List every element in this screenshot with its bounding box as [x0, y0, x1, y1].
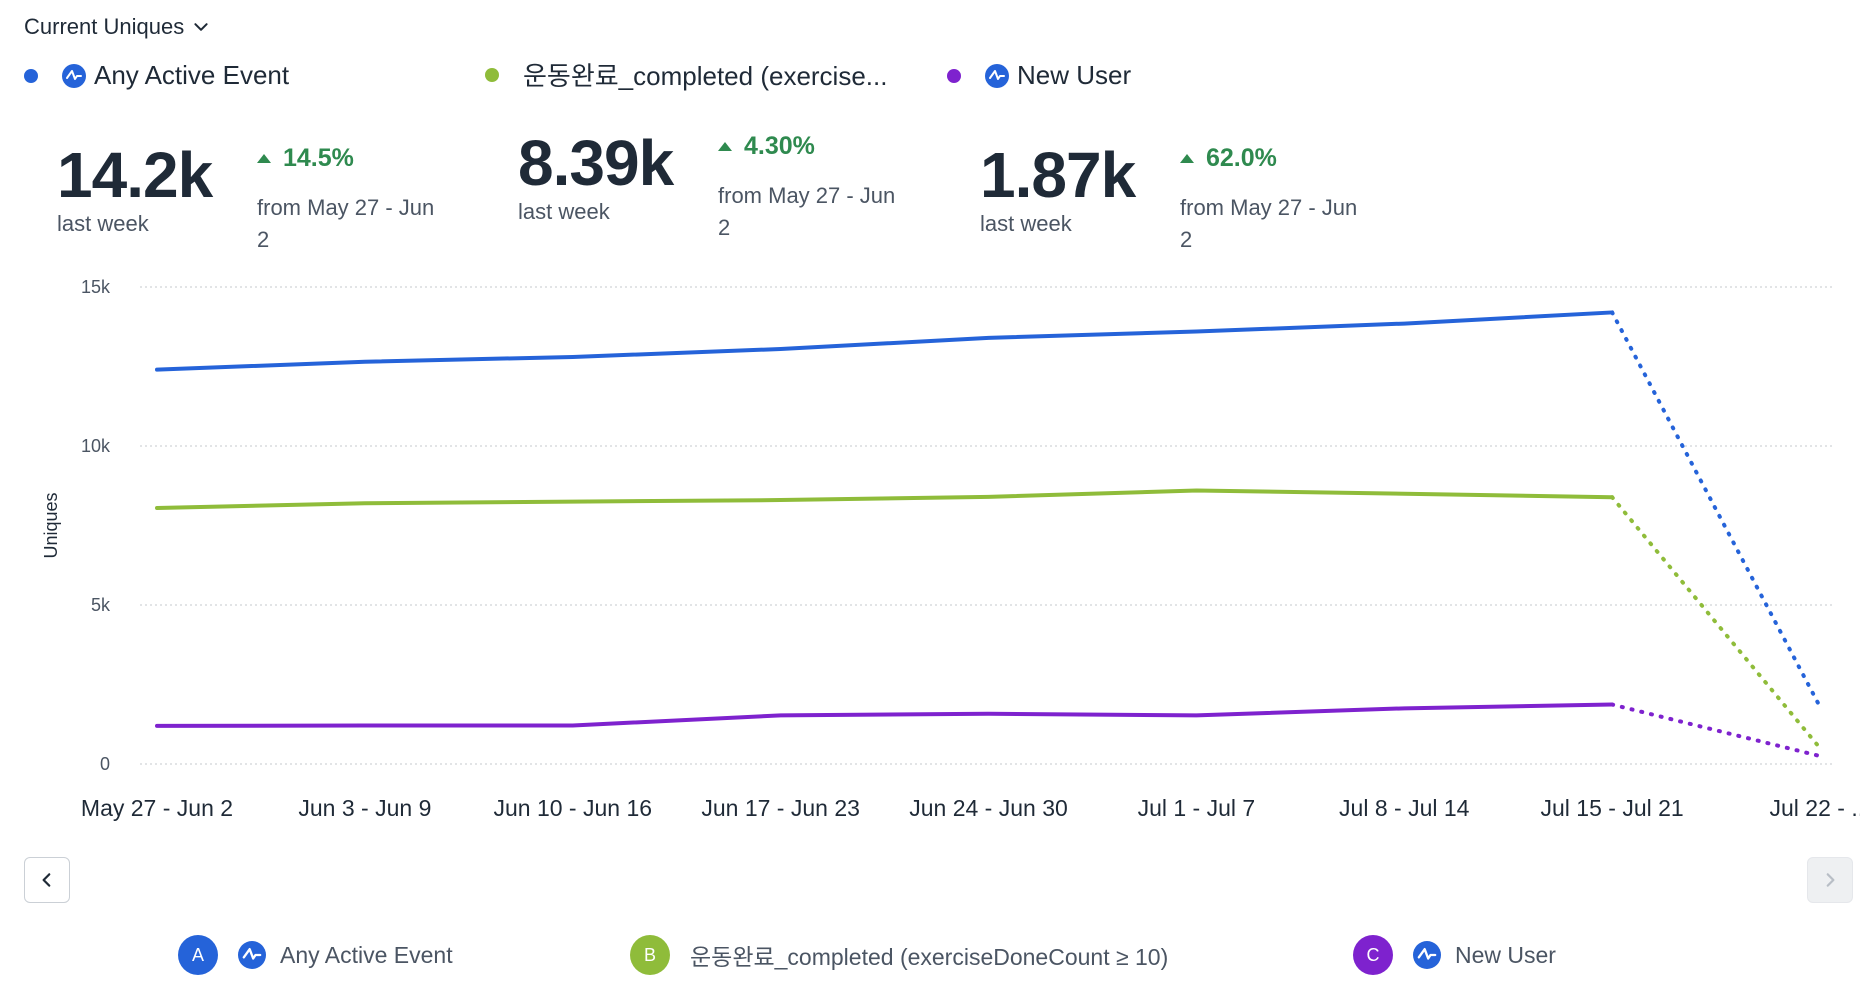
series-name: 운동완료_completed (exercise... — [523, 61, 888, 91]
chart-next-button[interactable] — [1807, 857, 1853, 903]
legend-item-a[interactable]: A Any Active Event — [178, 935, 453, 975]
legend-label: 운동완료_completed (exerciseDoneCount ≥ 10) — [690, 944, 1169, 970]
summary-compare-c: from May 27 - Jun 2 — [1180, 195, 1358, 252]
chevron-left-icon — [42, 873, 51, 887]
y-tick-label: 0 — [100, 754, 110, 774]
series-dot — [947, 68, 961, 83]
up-arrow-icon — [257, 154, 271, 163]
x-tick-label: Jul 8 - Jul 14 — [1339, 795, 1470, 821]
chart-prev-button[interactable] — [24, 857, 70, 903]
event-icon — [62, 63, 86, 88]
series-dot — [485, 67, 499, 82]
legend-item-b[interactable]: B 운동완료_completed (exerciseDoneCount ≥ 10… — [630, 935, 1168, 975]
up-arrow-icon — [718, 142, 732, 151]
x-tick-label: Jun 17 - Jun 23 — [701, 795, 860, 821]
x-tick-label: Jul 15 - Jul 21 — [1541, 795, 1684, 821]
summary-compare-b: from May 27 - Jun 2 — [718, 183, 896, 240]
legend-badge: A — [178, 935, 218, 975]
metric-selector[interactable]: Current Uniques — [24, 14, 210, 40]
y-tick-label: 5k — [91, 595, 111, 615]
x-tick-label: Jul 1 - Jul 7 — [1138, 795, 1256, 821]
series-line — [155, 310, 1615, 372]
summary-compare-a: from May 27 - Jun 2 — [257, 195, 435, 252]
y-tick-label: 15k — [81, 277, 111, 297]
x-tick-label: Jun 10 - Jun 16 — [493, 795, 652, 821]
summary-value-b: 8.39k — [518, 127, 674, 199]
chevron-right-icon — [1826, 873, 1835, 887]
metric-selector-label: Current Uniques — [24, 14, 185, 39]
summary-value-a: 14.2k — [57, 139, 213, 211]
legend-item-c[interactable]: C New User — [1353, 935, 1556, 975]
legend-badge: B — [630, 935, 670, 975]
summary-change-a: 14.5% — [257, 144, 354, 173]
series-line — [155, 488, 1615, 511]
chevron-down-icon — [194, 23, 208, 31]
summary-period-c: last week — [980, 211, 1072, 236]
line-chart: 0 5k 10k 15k Uniques May 27 - Jun 2 Jun 3 - Ju… — [41, 277, 1860, 821]
summary-series-b: 운동완료_completed (exercise... — [485, 56, 887, 93]
up-arrow-icon — [1180, 154, 1194, 163]
x-tick-label: Jun 24 - Jun 30 — [909, 795, 1068, 821]
series-incomplete-line — [1610, 495, 1822, 751]
series-incomplete-line — [1610, 702, 1822, 759]
x-tick-label: May 27 - Jun 2 — [81, 795, 233, 821]
series-incomplete-line — [1610, 310, 1822, 709]
series-line — [155, 702, 1615, 728]
event-icon — [1413, 941, 1441, 969]
summary-value-c: 1.87k — [980, 139, 1136, 211]
legend-badge: C — [1353, 935, 1393, 975]
series-name: Any Active Event — [94, 60, 290, 90]
series-dot — [24, 68, 38, 83]
summary-period-b: last week — [518, 199, 610, 224]
summary-change-b: 4.30% — [718, 132, 815, 161]
summary-period-a: last week — [57, 211, 149, 236]
y-tick-label: 10k — [81, 436, 111, 456]
series-name: New User — [1017, 60, 1132, 90]
event-icon — [985, 63, 1009, 88]
summary-series-c: New User — [947, 60, 1131, 91]
legend-label: New User — [1455, 941, 1556, 968]
event-icon — [238, 941, 266, 969]
x-tick-label: Jun 3 - Jun 9 — [298, 795, 431, 821]
summary-change-c: 62.0% — [1180, 144, 1277, 173]
x-tick-label: Jul 22 - ... — [1770, 795, 1860, 821]
legend-label: Any Active Event — [280, 941, 453, 968]
summary-series-a: Any Active Event — [24, 60, 289, 91]
y-axis-label: Uniques — [41, 492, 61, 558]
